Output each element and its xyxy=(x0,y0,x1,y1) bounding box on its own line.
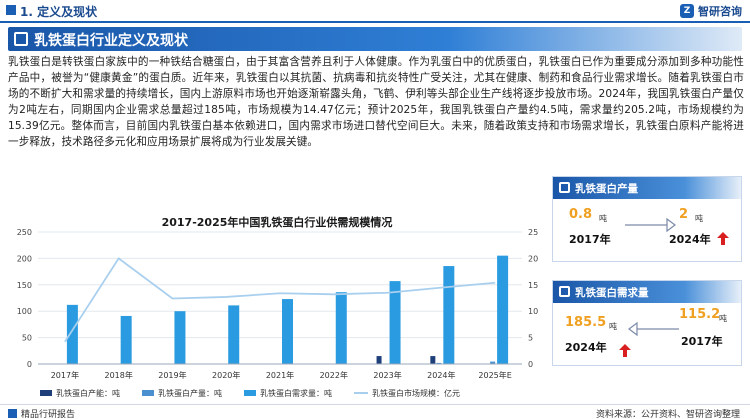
brand-logo: Z 智研咨询 xyxy=(680,3,742,19)
bar-demand xyxy=(120,315,132,364)
bar-output xyxy=(436,362,442,364)
output-card-body: 0.8 吨 2017年 2 吨 2024年 xyxy=(553,199,741,261)
output-2024-unit: 吨 xyxy=(695,214,703,223)
up-arrow-icon xyxy=(619,344,631,357)
chart-title: 2017-2025年中国乳铁蛋白行业供需规模情况 xyxy=(161,216,393,229)
x-tick-label: 2022年 xyxy=(320,370,348,380)
card-header-icon xyxy=(559,182,570,193)
footer-brand: 精品行研报告 xyxy=(8,407,75,419)
source-note: 资料来源：公开资料、智研咨询整理 xyxy=(595,410,740,419)
intro-paragraph: 乳铁蛋白是转铁蛋白家族中的一种铁结合糖蛋白，由于其富含营养且利于人体健康。作为乳… xyxy=(8,56,744,148)
compare-arrow-icon xyxy=(625,217,676,233)
demand-card-header: 乳铁蛋白需求量 xyxy=(553,281,741,303)
supply-demand-chart: 0 50 100 150 200 250 0 5 10 15 20 25 2017年 2018年 2019年… xyxy=(17,228,538,380)
output-2024-year: 2024年 xyxy=(669,233,711,246)
legend-swatch xyxy=(244,390,256,396)
legend-swatch xyxy=(354,392,368,394)
y-left-tick-label: 50 xyxy=(22,334,32,343)
x-tick-label: 2024年 xyxy=(427,370,455,380)
x-tick-label: 2023年 xyxy=(373,370,401,380)
output-card-header: 乳铁蛋白产量 xyxy=(553,177,741,199)
compare-arrow-icon xyxy=(628,321,679,337)
footer-label: 精品行研报告 xyxy=(21,410,76,419)
page-banner: 乳铁蛋白行业定义及现状 xyxy=(8,27,742,51)
legend-swatch xyxy=(40,390,52,396)
output-2017-unit: 吨 xyxy=(599,214,607,223)
bar-demand xyxy=(335,292,347,364)
bar-demand xyxy=(282,299,293,364)
legend-item-output: 乳铁蛋白产量：吨 xyxy=(142,386,222,400)
x-tick-label: 2017年 xyxy=(51,370,79,380)
y-right-tick-label: 10 xyxy=(528,307,538,316)
bar-demand xyxy=(66,304,78,364)
x-tick-label: 2018年 xyxy=(104,370,132,380)
header-rule xyxy=(0,21,750,23)
demand-2017-unit: 吨 xyxy=(719,314,727,323)
chart-legend: 乳铁蛋白产能：吨 乳铁蛋白产量：吨 乳铁蛋白需求量：吨 乳铁蛋白市场规模：亿元 xyxy=(40,386,540,400)
demand-2024-year: 2024年 xyxy=(565,341,607,354)
output-2017-value: 0.8 xyxy=(569,207,593,222)
output-2024-value: 2 xyxy=(679,207,689,222)
x-tick-label: 2025年E xyxy=(478,370,511,380)
demand-card-body: 185.5 吨 2024年 115.2 吨 2017年 xyxy=(553,303,741,365)
output-card-title: 乳铁蛋白产量 xyxy=(575,183,638,195)
legend-label: 乳铁蛋白需求量：吨 xyxy=(260,388,332,398)
y-left-tick-label: 100 xyxy=(17,307,32,316)
demand-2024-unit: 吨 xyxy=(609,322,617,331)
output-2017-year: 2017年 xyxy=(569,233,611,246)
legend-swatch xyxy=(142,390,154,396)
card-header-icon xyxy=(559,286,570,297)
x-tick-label: 2020年 xyxy=(212,370,240,380)
y-right-tick-label: 25 xyxy=(528,228,538,237)
bar-demand xyxy=(174,311,186,364)
bar-capacity xyxy=(376,356,382,364)
page-title: 乳铁蛋白行业定义及现状 xyxy=(34,33,188,49)
legend-label: 乳铁蛋白产能：吨 xyxy=(56,388,120,398)
legend-item-demand: 乳铁蛋白需求量：吨 xyxy=(244,386,332,400)
legend-item-capacity: 乳铁蛋白产能：吨 xyxy=(40,386,120,400)
x-tick-label: 2021年 xyxy=(266,370,294,380)
x-tick-label: 2019年 xyxy=(158,370,186,380)
brand-name: 智研咨询 xyxy=(698,5,742,18)
up-arrow-icon xyxy=(717,232,729,245)
brand-logo-icon: Z xyxy=(680,4,694,18)
legend-item-market-size: 乳铁蛋白市场规模：亿元 xyxy=(354,386,460,400)
demand-2017-value: 115.2 xyxy=(679,307,721,322)
bar-output xyxy=(490,361,496,364)
bar-demand xyxy=(497,255,509,364)
legend-label: 乳铁蛋白产量：吨 xyxy=(158,388,222,398)
y-left-tick-label: 200 xyxy=(17,254,32,263)
bar-demand xyxy=(228,305,240,364)
footer: 精品行研报告 资料来源：公开资料、智研咨询整理 xyxy=(0,404,750,419)
output-card: 乳铁蛋白产量 0.8 吨 2017年 2 吨 2024年 xyxy=(552,176,742,262)
y-right-tick-label: 0 xyxy=(528,360,533,369)
y-left-tick-label: 250 xyxy=(17,228,32,237)
demand-card-title: 乳铁蛋白需求量 xyxy=(575,287,649,299)
y-right-tick-label: 5 xyxy=(528,334,533,343)
bar-demand xyxy=(443,266,455,364)
section-title: 1. 定义及现状 xyxy=(20,5,98,19)
bar-demand xyxy=(389,281,401,364)
checkbox-icon xyxy=(14,32,28,46)
bar-capacity xyxy=(430,356,436,364)
y-left-tick-label: 150 xyxy=(17,281,32,290)
legend-label: 乳铁蛋白市场规模：亿元 xyxy=(372,388,460,398)
y-left-tick-label: 0 xyxy=(27,360,32,369)
y-right-tick-label: 20 xyxy=(528,254,538,263)
footer-marker-icon xyxy=(8,409,17,418)
y-right-tick-label: 15 xyxy=(528,281,538,290)
top-bar: 1. 定义及现状 Z 智研咨询 xyxy=(0,0,750,22)
demand-2024-value: 185.5 xyxy=(565,315,607,330)
section-marker-icon xyxy=(6,5,16,15)
demand-2017-year: 2017年 xyxy=(681,335,723,348)
demand-card: 乳铁蛋白需求量 185.5 吨 2024年 115.2 吨 2017年 xyxy=(552,280,742,366)
